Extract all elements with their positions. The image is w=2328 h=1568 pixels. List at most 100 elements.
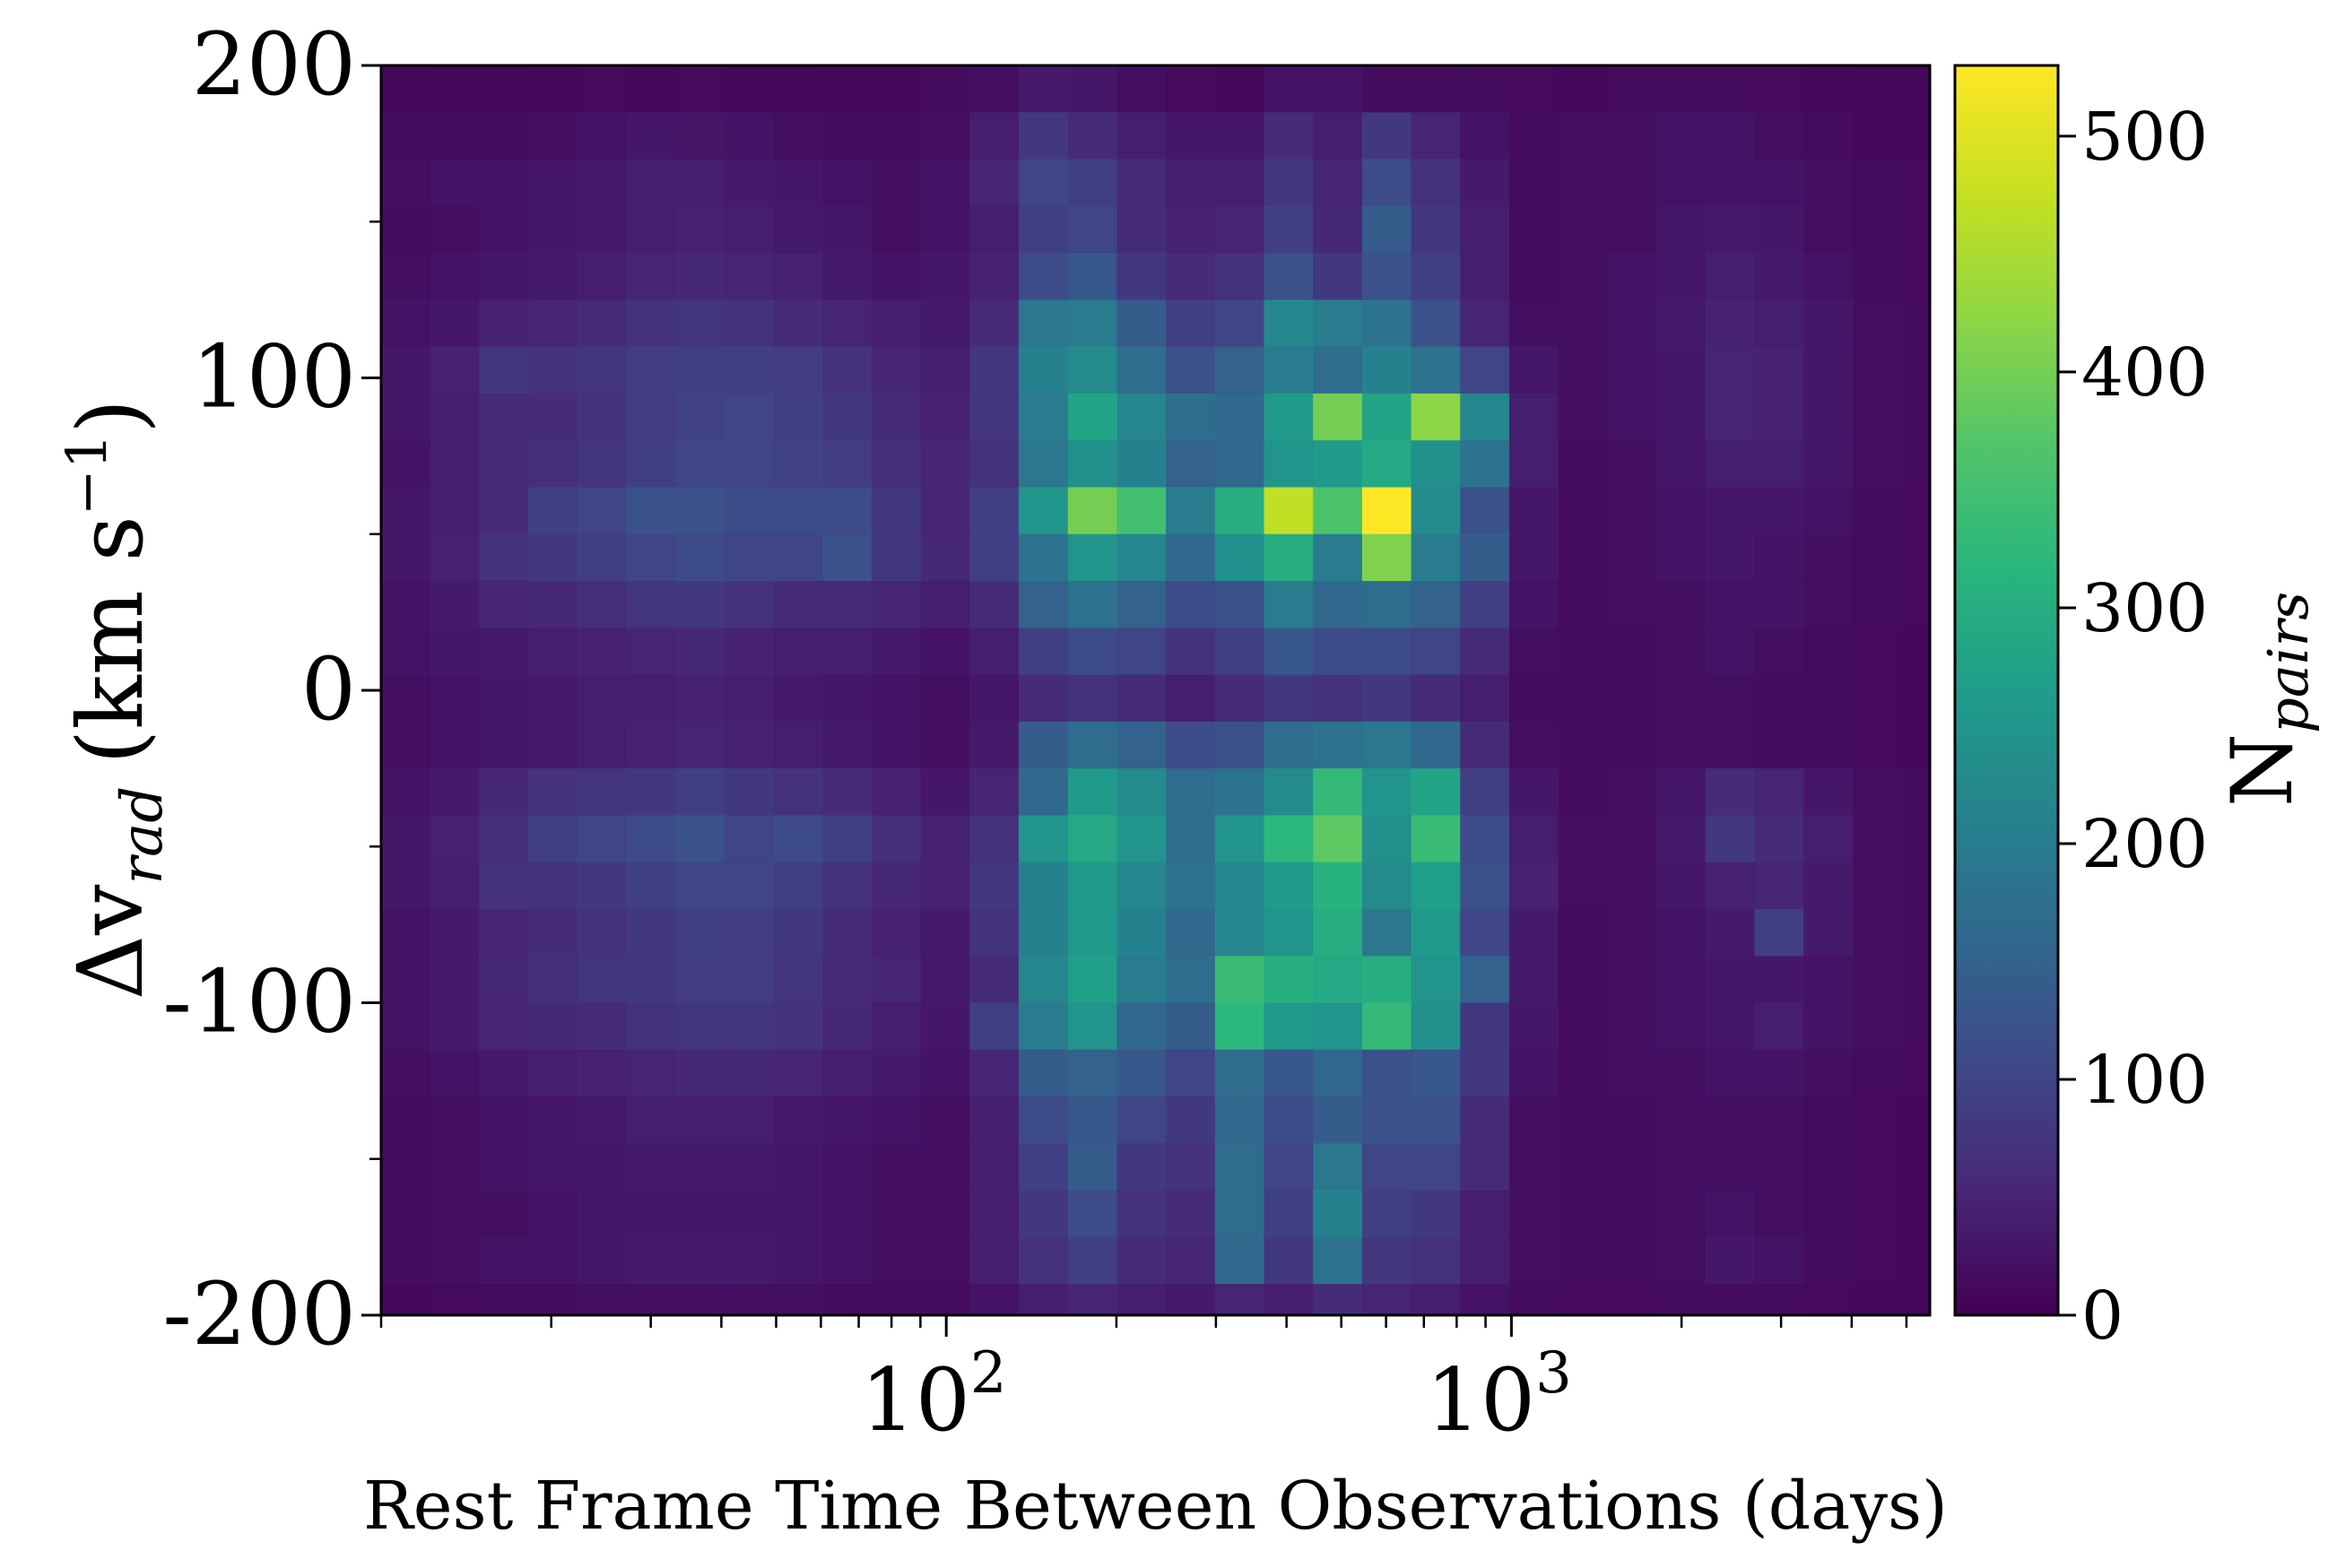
heatmap-cell: [1361, 768, 1412, 816]
heatmap-cell: [724, 628, 775, 676]
heatmap-cell: [1460, 581, 1510, 628]
heatmap-cell: [1705, 815, 1756, 863]
heatmap-cell: [1411, 862, 1461, 910]
heatmap-cell: [1852, 956, 1903, 1004]
heatmap-cell: [1508, 1284, 1559, 1316]
heatmap-cell: [1264, 674, 1314, 723]
heatmap-cell: [1803, 1284, 1854, 1316]
heatmap-cell: [675, 159, 725, 207]
heatmap-cell: [1411, 674, 1461, 723]
heatmap-cell: [1166, 393, 1216, 441]
heatmap-cell: [479, 253, 529, 300]
heatmap-cell: [773, 1284, 823, 1316]
heatmap-cell: [1264, 346, 1314, 394]
y-axis-label-base: Δv: [58, 884, 163, 1000]
heatmap-cell: [1607, 1190, 1657, 1238]
heatmap-cell: [1264, 908, 1314, 957]
heatmap-cell: [479, 299, 529, 348]
heatmap-cell: [871, 1190, 922, 1238]
heatmap-cell: [528, 768, 578, 816]
heatmap-cell: [626, 1236, 676, 1285]
heatmap-cell: [871, 674, 922, 723]
heatmap-cell: [381, 533, 431, 582]
heatmap-cell: [773, 487, 823, 535]
heatmap-cell: [1116, 299, 1167, 348]
heatmap-cell: [675, 346, 725, 394]
heatmap-cell: [381, 346, 431, 394]
heatmap-cell: [1116, 112, 1167, 160]
heatmap-cell: [675, 393, 725, 441]
heatmap-cell: [724, 1236, 775, 1285]
heatmap-cell: [1460, 393, 1510, 441]
heatmap-cell: [1264, 1190, 1314, 1238]
heatmap-cell: [822, 1236, 873, 1285]
heatmap-cell: [1411, 768, 1461, 816]
heatmap-cell: [1116, 956, 1167, 1004]
heatmap-cell: [381, 299, 431, 348]
heatmap-cell: [626, 205, 676, 254]
heatmap-cell: [1705, 393, 1756, 441]
heatmap-cell: [1313, 65, 1363, 113]
heatmap-cell: [724, 159, 775, 207]
heatmap-cell: [626, 1096, 676, 1144]
heatmap-cell: [577, 768, 628, 816]
heatmap-cell: [1656, 862, 1707, 910]
heatmap-cell: [479, 393, 529, 441]
heatmap-cell: [822, 1049, 873, 1097]
heatmap-cell: [1754, 815, 1804, 863]
heatmap-cell: [1508, 299, 1559, 348]
heatmap-cell: [1361, 299, 1412, 348]
heatmap-cell: [1508, 1236, 1559, 1285]
heatmap-cell: [1508, 862, 1559, 910]
heatmap-cell: [1803, 908, 1854, 957]
heatmap-cell: [479, 956, 529, 1004]
heatmap-cell: [871, 768, 922, 816]
heatmap-cell: [1607, 393, 1657, 441]
heatmap-cell: [1803, 628, 1854, 676]
heatmap-cell: [1852, 440, 1903, 489]
heatmap-cell: [1508, 721, 1559, 769]
heatmap-cell: [822, 487, 873, 535]
heatmap-cell: [822, 581, 873, 628]
heatmap-cell: [1803, 65, 1854, 113]
heatmap-cell: [969, 299, 1020, 348]
heatmap-cell: [1166, 159, 1216, 207]
heatmap-cell: [822, 253, 873, 300]
heatmap-cell: [871, 346, 922, 394]
heatmap-cell: [724, 862, 775, 910]
heatmap-cell: [1558, 205, 1608, 254]
heatmap-cell: [528, 112, 578, 160]
heatmap-cell: [1558, 1143, 1608, 1191]
heatmap-cell: [1018, 628, 1069, 676]
heatmap-cell: [1067, 815, 1118, 863]
heatmap-cell: [1067, 205, 1118, 254]
heatmap-cell: [1313, 908, 1363, 957]
heatmap-cell: [1901, 1284, 1931, 1316]
heatmap-cell: [1166, 721, 1216, 769]
heatmap-cell: [1705, 112, 1756, 160]
x-tick-label: 103: [1426, 1340, 1572, 1451]
heatmap-cell: [528, 1143, 578, 1191]
heatmap-cell: [1313, 862, 1363, 910]
heatmap-cell: [626, 159, 676, 207]
heatmap-cell: [1607, 1049, 1657, 1097]
heatmap-cell: [1067, 346, 1118, 394]
heatmap-cell: [969, 581, 1020, 628]
heatmap-cell: [969, 1002, 1020, 1051]
heatmap-cell: [1558, 1096, 1608, 1144]
heatmap-cell: [871, 1143, 922, 1191]
heatmap-cell: [773, 956, 823, 1004]
heatmap-cell: [969, 1096, 1020, 1144]
heatmap-cell: [920, 1190, 970, 1238]
heatmap-cell: [381, 956, 431, 1004]
colorbar-tick-label: 200: [2081, 806, 2208, 883]
heatmap-cell: [822, 628, 873, 676]
heatmap-cell: [528, 721, 578, 769]
heatmap-cell: [381, 1284, 431, 1316]
heatmap-cell: [1264, 393, 1314, 441]
heatmap-cell: [1264, 1284, 1314, 1316]
heatmap-cell: [1214, 440, 1265, 489]
y-tick-label: -100: [162, 952, 356, 1053]
x-tick-label: 102: [861, 1340, 1007, 1451]
heatmap-cell: [626, 956, 676, 1004]
